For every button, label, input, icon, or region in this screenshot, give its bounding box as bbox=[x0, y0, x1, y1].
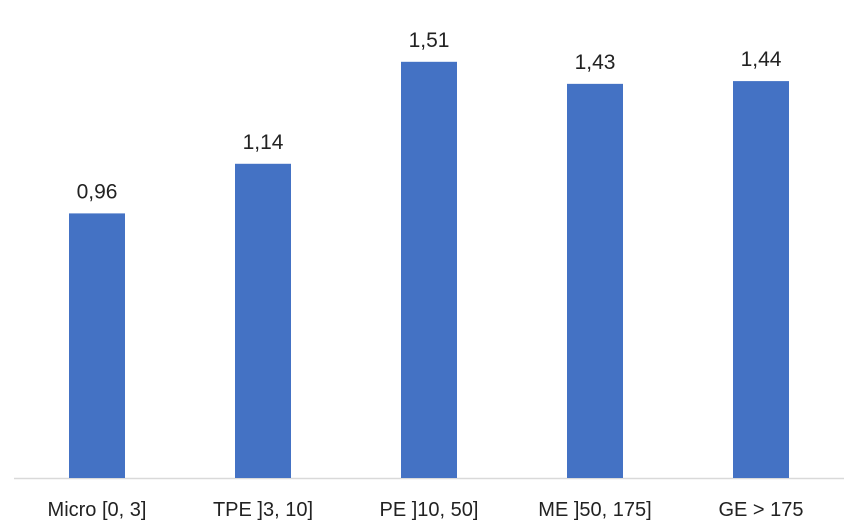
bars-group bbox=[69, 61, 789, 479]
bar-4 bbox=[733, 81, 789, 478]
x-tick-label-3: ME ]50, 175] bbox=[538, 499, 651, 521]
data-label-4: 1,44 bbox=[741, 48, 782, 71]
data-label-3: 1,43 bbox=[575, 51, 616, 74]
x-tick-label-4: GE > 175 bbox=[718, 499, 803, 521]
x-tick-labels-group: Micro [0, 3] TPE ]3, 10] PE ]10, 50] ME ]50… bbox=[48, 499, 804, 521]
data-label-2: 1,51 bbox=[409, 29, 450, 52]
bar-3 bbox=[567, 83, 623, 478]
bar-0 bbox=[69, 213, 125, 478]
bar-1 bbox=[235, 163, 291, 478]
data-labels-group: 0,96 1,14 1,51 1,43 1,44 bbox=[77, 29, 782, 204]
bar-2 bbox=[401, 61, 457, 479]
data-label-1: 1,14 bbox=[243, 131, 284, 154]
x-tick-label-2: PE ]10, 50] bbox=[380, 499, 479, 521]
x-tick-label-1: TPE ]3, 10] bbox=[213, 499, 313, 521]
data-label-0: 0,96 bbox=[77, 180, 118, 203]
x-tick-label-0: Micro [0, 3] bbox=[48, 499, 147, 521]
